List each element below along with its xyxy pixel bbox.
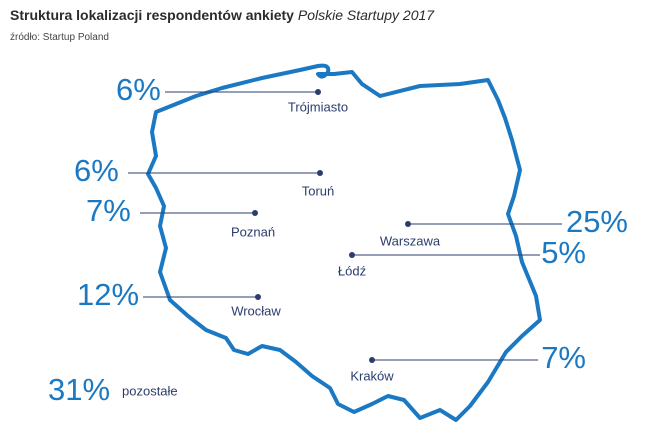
city-share: 7% <box>86 193 131 228</box>
city-dot <box>405 221 411 227</box>
city-dot <box>349 252 355 258</box>
city-share: 5% <box>541 235 586 270</box>
other-share: 31% <box>48 372 110 407</box>
title-italic: Polskie Startupy 2017 <box>298 7 435 23</box>
city-name: Poznań <box>231 224 275 239</box>
city-dot <box>369 357 375 363</box>
city-name: Łódź <box>338 263 366 278</box>
city-share: 12% <box>77 277 139 312</box>
city-share: 7% <box>541 340 586 375</box>
city-share: 6% <box>116 72 161 107</box>
other-label: pozostałe <box>122 383 178 398</box>
city-markers: Trójmiasto 6% Toruń 6% Poznań 7% Warszawa 25% Łó… <box>74 72 628 383</box>
title-main: Struktura lokalizacji respondentów ankie… <box>10 7 294 23</box>
city-name: Kraków <box>350 368 394 383</box>
city-dot <box>255 294 261 300</box>
poland-outline <box>146 63 542 422</box>
city-name: Trójmiasto <box>288 99 348 114</box>
city-share: 25% <box>566 204 628 239</box>
source: źródło: Startup Poland <box>10 32 109 43</box>
city-name: Toruń <box>302 183 335 198</box>
city-dot <box>252 210 258 216</box>
city-dot <box>315 89 321 95</box>
city-name: Wrocław <box>231 303 281 318</box>
title: Struktura lokalizacji respondentów ankie… <box>10 7 435 23</box>
city-name: Warszawa <box>380 233 441 248</box>
city-dot <box>317 170 323 176</box>
city-share: 6% <box>74 153 119 188</box>
